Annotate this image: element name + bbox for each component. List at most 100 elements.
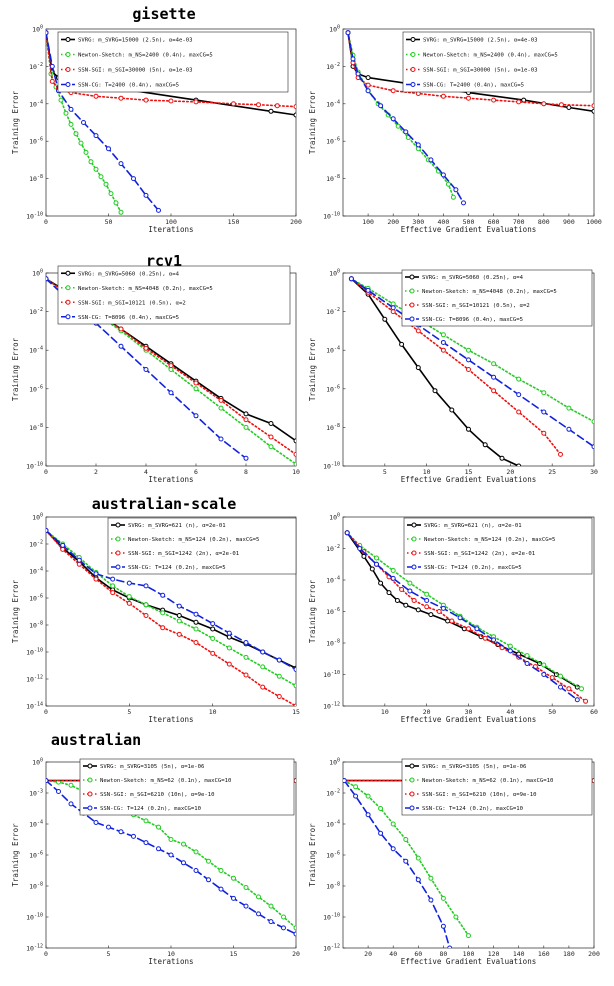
- data-point-newton-sketch: [156, 824, 161, 830]
- data-point-ssn-cg: [156, 846, 161, 852]
- data-point-ssn-sgi: [293, 703, 296, 706]
- data-point-newton-sketch: [390, 821, 396, 827]
- data-point-ssn-sgi: [260, 684, 266, 690]
- data-point-ssn-sgi: [93, 576, 99, 582]
- data-point-ssn-cg: [93, 820, 99, 825]
- data-point-ssn-cg: [378, 103, 384, 109]
- x-tick-label: 1000: [586, 218, 602, 226]
- data-point-ssn-sgi: [126, 600, 132, 606]
- data-point-svrg: [415, 607, 421, 613]
- data-point-ssn-cg: [260, 649, 266, 655]
- y-tick-label: 10-12: [26, 675, 43, 684]
- data-point-svrg: [176, 613, 182, 618]
- data-point-newton-sketch: [558, 673, 563, 679]
- data-point-svrg: [403, 602, 409, 608]
- chart-panel-australian-scale-iterations: 0 5 10 15 100 10-2 10-4 10-6 10-8 10-10 10-12 10-14…: [11, 513, 300, 725]
- data-point-ssn-sgi: [516, 99, 522, 105]
- legend: SVRG: m_SVRG=3105 (5n), α=1e-06 Newton-Sk…: [401, 758, 593, 816]
- data-point-ssn-cg: [46, 778, 49, 784]
- data-point-ssn-cg: [156, 207, 161, 213]
- legend: SVRG: m_SVRG=621 (n), α=2e-01 Newton-Sket…: [107, 517, 297, 575]
- data-point-ssn-sgi: [243, 417, 249, 423]
- legend-box: [57, 31, 289, 93]
- data-point-svrg: [378, 580, 384, 586]
- legend-label-svrg: SVRG: m_SVRG=621 (n), α=2e-01: [424, 523, 522, 529]
- series-line-ssn-cg: [343, 779, 451, 948]
- data-point-ssn-cg: [206, 877, 211, 883]
- data-point-newton-sketch: [193, 626, 199, 632]
- x-axis-label: Effective Gradient Evaluations: [401, 225, 536, 234]
- data-point-ssn-cg: [143, 840, 149, 846]
- data-point-ssn-cg: [390, 575, 396, 581]
- data-point-newton-sketch: [256, 894, 261, 900]
- chart-panel-rcv1-gradient-evals: 5 10 15 20 25 30 100 10-2 10-4 10-6 10-8 10-10 Effec…: [308, 269, 598, 485]
- data-point-ssn-cg: [374, 561, 379, 567]
- x-axis-label: Effective Gradient Evaluations: [401, 475, 536, 484]
- data-point-ssn-cg: [403, 858, 409, 864]
- data-point-svrg: [428, 612, 434, 618]
- data-point-ssn-sgi: [541, 430, 547, 436]
- legend-box: [402, 31, 592, 93]
- data-point-ssn-cg: [81, 120, 86, 125]
- y-tick-label: 10-6: [326, 384, 340, 393]
- y-tick-label: 100: [329, 269, 340, 278]
- y-tick-label: 10-10: [26, 648, 43, 657]
- x-tick-label: 5: [127, 708, 131, 716]
- x-tick-label: 500: [463, 218, 475, 226]
- y-tick-label: 10-6: [29, 594, 43, 603]
- legend-label-svrg: SVRG: m_SVRG=15000 (2.5n), α=4e-03: [423, 38, 538, 44]
- data-point-ssn-cg: [160, 592, 166, 598]
- data-point-ssn-sgi: [243, 672, 249, 678]
- row-title-australian: australian: [51, 731, 141, 749]
- legend-label-newton-sketch: Newton-Sketch: m_NS=2400 (0.4n), maxCG=5: [78, 53, 213, 59]
- x-tick-label: 10: [292, 468, 300, 476]
- data-point-ssn-sgi: [591, 778, 594, 784]
- data-point-ssn-cg: [390, 305, 396, 311]
- y-tick-label: 100: [32, 758, 43, 767]
- data-point-ssn-sgi: [210, 650, 216, 656]
- data-point-ssn-cg: [231, 895, 236, 901]
- legend-marker: [409, 763, 415, 769]
- x-tick-label: 100: [362, 218, 374, 226]
- data-point-newton-sketch: [226, 645, 232, 651]
- x-tick-label: 20: [506, 468, 514, 476]
- data-point-newton-sketch: [541, 662, 547, 668]
- legend-marker: [409, 288, 415, 294]
- data-point-svrg: [415, 365, 421, 371]
- data-point-ssn-cg: [440, 923, 446, 929]
- y-tick-label: 100: [329, 513, 340, 522]
- data-point-ssn-sgi: [293, 451, 296, 457]
- x-tick-label: 180: [563, 950, 575, 958]
- y-tick-label: 10-2: [326, 544, 340, 553]
- data-point-newton-sketch: [218, 405, 224, 411]
- x-tick-label: 15: [230, 950, 238, 958]
- legend-box: [401, 758, 593, 816]
- y-tick-label: 100: [329, 758, 340, 767]
- legend: SVRG: m_SVRG=5060 (0.25n), α=4 Newton-Ske…: [57, 265, 291, 325]
- data-point-ssn-sgi: [193, 99, 199, 105]
- data-point-ssn-sgi: [449, 618, 455, 624]
- y-tick-label: 10-8: [326, 174, 340, 183]
- data-point-ssn-cg: [143, 367, 149, 372]
- x-tick-label: 10: [423, 468, 431, 476]
- series-line-ssn-cg: [46, 529, 296, 671]
- y-axis-label: Training Error: [11, 823, 20, 887]
- data-point-ssn-sgi: [143, 97, 149, 103]
- data-point-svrg: [591, 108, 594, 114]
- data-point-ssn-cg: [243, 903, 249, 909]
- y-tick-label: 10-8: [29, 621, 43, 630]
- data-point-newton-sketch: [579, 686, 584, 692]
- data-point-ssn-cg: [281, 925, 286, 931]
- legend-label-ssn-sgi: SSN-SGI: m_SGI=10121 (0.5n), α=2: [422, 303, 530, 309]
- x-tick-label: 50: [105, 218, 113, 226]
- legend-marker: [409, 316, 415, 322]
- data-point-ssn-cg: [524, 661, 530, 666]
- legend-label-ssn-sgi: SSN-SGI: m_SGI=1242 (2n), α=2e-01: [424, 551, 535, 557]
- legend-marker: [65, 82, 71, 87]
- legend-marker: [411, 522, 417, 528]
- data-point-ssn-cg: [143, 192, 149, 198]
- series-line-ssn-sgi: [346, 531, 587, 703]
- legend-marker: [409, 791, 415, 797]
- data-point-ssn-cg: [68, 801, 74, 807]
- data-point-ssn-sgi: [110, 590, 116, 596]
